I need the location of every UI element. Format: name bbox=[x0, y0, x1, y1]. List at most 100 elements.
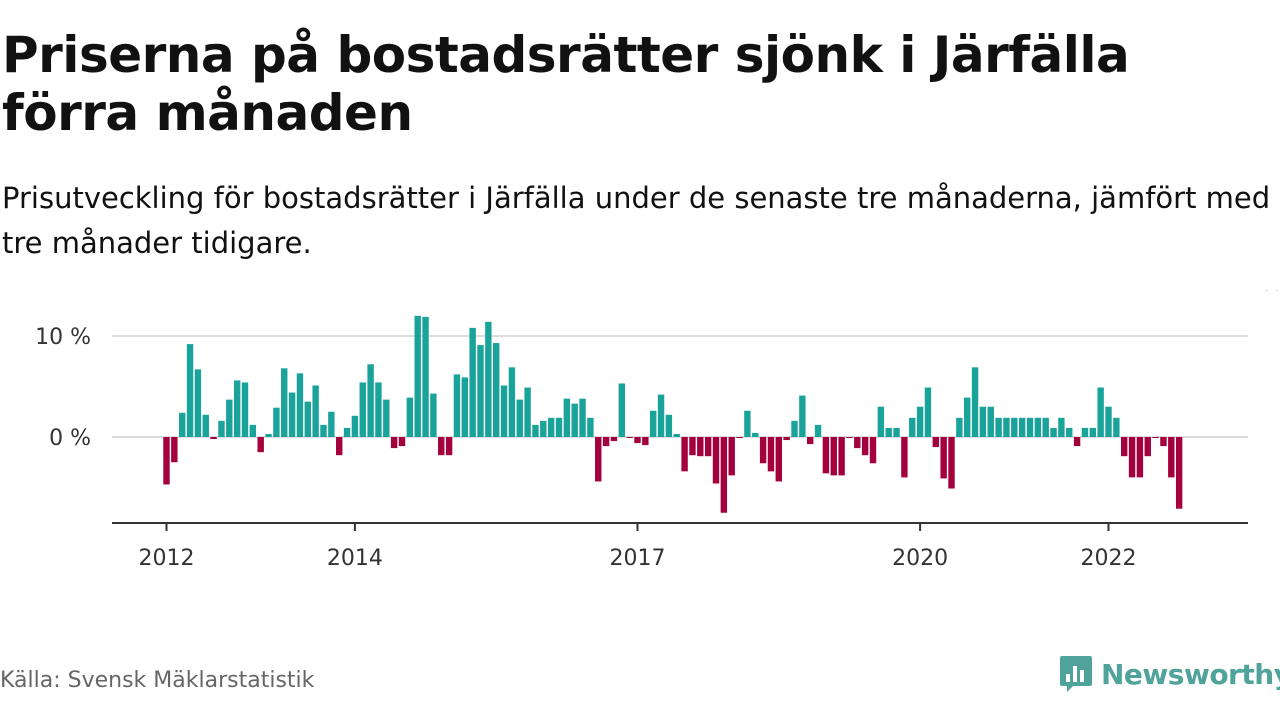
bar bbox=[744, 410, 751, 437]
y-tick-label: 10 % bbox=[35, 325, 91, 350]
bar bbox=[877, 406, 885, 437]
bar bbox=[1089, 427, 1096, 437]
bar bbox=[728, 437, 735, 476]
bar bbox=[759, 437, 767, 464]
bar bbox=[689, 437, 696, 456]
bar bbox=[979, 406, 987, 437]
bar bbox=[964, 397, 971, 437]
bar bbox=[336, 437, 343, 456]
bar bbox=[1042, 417, 1049, 437]
bar bbox=[524, 387, 531, 437]
bar-chart: 10 % 0 % 2012 2014 2017 2020 2022 −7 % bbox=[35, 290, 1280, 571]
bar bbox=[783, 437, 790, 441]
bar bbox=[650, 410, 657, 437]
bar bbox=[893, 427, 900, 437]
bar bbox=[1128, 437, 1136, 478]
bar bbox=[249, 424, 257, 437]
bar bbox=[516, 399, 523, 437]
bar bbox=[469, 327, 476, 437]
bar bbox=[186, 344, 194, 437]
bar bbox=[171, 437, 178, 463]
bar bbox=[210, 437, 217, 440]
bar bbox=[618, 383, 625, 437]
bar bbox=[1136, 437, 1144, 478]
bar bbox=[390, 437, 398, 449]
bar bbox=[720, 437, 728, 513]
bar bbox=[712, 437, 720, 484]
y-tick-label: 0 % bbox=[49, 426, 91, 451]
bar bbox=[602, 437, 610, 447]
bar bbox=[626, 437, 633, 439]
bar bbox=[194, 369, 202, 437]
bar bbox=[752, 432, 759, 437]
bar bbox=[477, 345, 484, 437]
bar bbox=[265, 433, 272, 437]
bar bbox=[767, 437, 775, 472]
bar bbox=[1073, 437, 1081, 447]
bar-chart-logo-icon bbox=[1060, 656, 1092, 692]
bar bbox=[288, 392, 296, 437]
x-tick-label: 2020 bbox=[892, 546, 948, 571]
bar bbox=[697, 437, 704, 457]
x-tick-label: 2022 bbox=[1081, 546, 1137, 571]
bar bbox=[799, 395, 806, 437]
bar bbox=[547, 417, 555, 437]
bar bbox=[383, 399, 390, 437]
bar bbox=[398, 437, 406, 447]
bar bbox=[241, 382, 249, 437]
bar bbox=[461, 377, 468, 437]
bar bbox=[493, 343, 500, 437]
bar bbox=[924, 387, 932, 437]
y-axis-ticks: 10 % 0 % bbox=[35, 325, 91, 451]
brand-name: Newsworthy bbox=[1101, 657, 1280, 691]
bar bbox=[987, 406, 994, 437]
bar bbox=[312, 385, 319, 437]
bar bbox=[563, 398, 571, 437]
x-tick-label: 2014 bbox=[327, 546, 383, 571]
bar bbox=[1011, 417, 1018, 437]
bar bbox=[1097, 387, 1104, 437]
bar bbox=[296, 373, 304, 437]
bar bbox=[1003, 417, 1010, 437]
x-axis-ticks: 2012 2014 2017 2020 2022 bbox=[139, 523, 1137, 571]
bar bbox=[1121, 437, 1128, 457]
bar bbox=[1058, 417, 1065, 437]
bar bbox=[1066, 427, 1073, 437]
bar bbox=[807, 437, 814, 445]
bar bbox=[257, 437, 264, 453]
bar bbox=[406, 397, 414, 437]
bar bbox=[1018, 417, 1026, 437]
bar bbox=[1081, 427, 1089, 437]
bar bbox=[500, 385, 508, 437]
bar bbox=[885, 427, 892, 437]
bar bbox=[1105, 406, 1112, 437]
bar bbox=[304, 401, 311, 437]
bar bbox=[1026, 417, 1034, 437]
bar bbox=[422, 316, 429, 437]
bar bbox=[791, 420, 798, 437]
bar bbox=[233, 380, 241, 437]
bar bbox=[430, 393, 437, 437]
bar bbox=[202, 414, 209, 437]
source-note: Källa: Svensk Mäklarstatistik bbox=[0, 668, 315, 693]
bar bbox=[587, 417, 594, 437]
bar bbox=[453, 374, 461, 437]
bar bbox=[343, 427, 351, 437]
bar bbox=[673, 433, 680, 437]
bar bbox=[540, 420, 547, 437]
bar bbox=[414, 315, 421, 437]
bar bbox=[579, 398, 586, 437]
bar bbox=[861, 437, 869, 456]
bar bbox=[971, 367, 979, 437]
bar bbox=[445, 437, 453, 456]
bar bbox=[634, 437, 641, 444]
bar bbox=[665, 414, 673, 437]
bar bbox=[822, 437, 830, 474]
bar bbox=[956, 417, 963, 437]
bar bbox=[351, 415, 359, 437]
bar bbox=[163, 437, 170, 485]
bar bbox=[775, 437, 782, 482]
bar bbox=[814, 424, 822, 437]
bar bbox=[281, 368, 288, 437]
bar bbox=[1144, 437, 1151, 457]
